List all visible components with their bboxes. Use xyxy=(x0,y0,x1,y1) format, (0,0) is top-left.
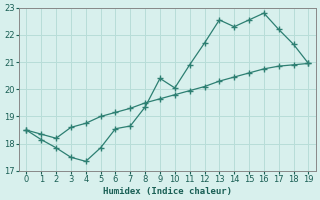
X-axis label: Humidex (Indice chaleur): Humidex (Indice chaleur) xyxy=(103,187,232,196)
